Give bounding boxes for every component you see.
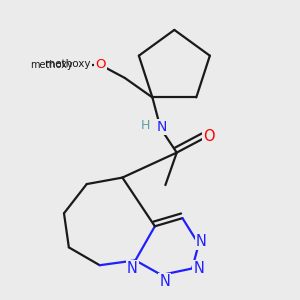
Text: O: O xyxy=(203,129,215,144)
Text: N: N xyxy=(127,261,138,276)
Text: H: H xyxy=(141,118,151,131)
Text: N: N xyxy=(193,261,204,276)
Text: N: N xyxy=(196,234,207,249)
Text: methoxy: methoxy xyxy=(30,60,73,70)
Text: O: O xyxy=(95,58,106,71)
Text: N: N xyxy=(159,274,170,289)
Text: methoxy: methoxy xyxy=(45,59,91,69)
Text: N: N xyxy=(156,120,167,134)
